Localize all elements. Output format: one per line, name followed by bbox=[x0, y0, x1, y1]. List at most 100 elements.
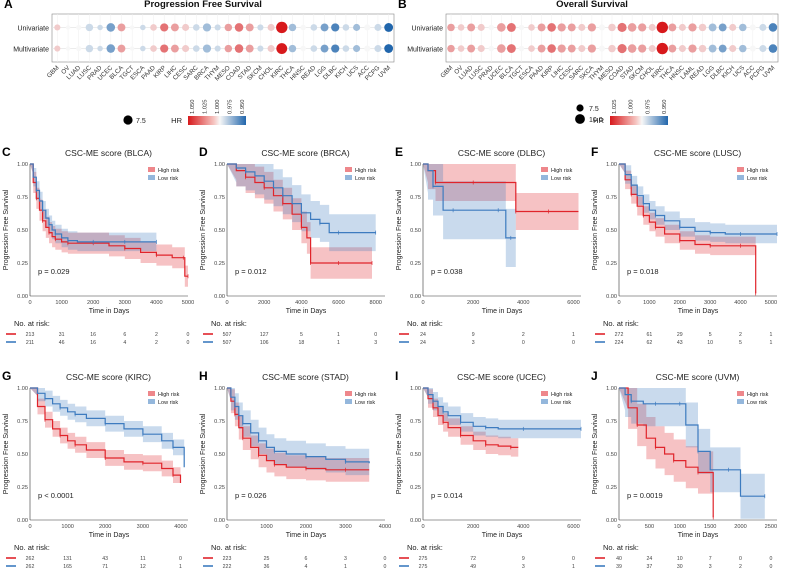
panel-H-risk-count: 25 bbox=[264, 556, 270, 562]
panel-C-title: CSC-ME score (BLCA) bbox=[65, 148, 152, 158]
panel-B-hr-legend-title: HR bbox=[593, 116, 604, 125]
panel-C-xtick: 2000 bbox=[87, 300, 99, 306]
panel-F: F CSC-ME score (LUSC) Progression Free Sur… bbox=[591, 145, 778, 346]
panel-G-risk-count: 165 bbox=[63, 564, 72, 570]
panel-I-legend-key bbox=[541, 399, 548, 404]
panel-I-ci-low bbox=[423, 388, 581, 439]
panel-D-ytick: 0.25 bbox=[214, 261, 225, 267]
panel-J-risk-count: 3 bbox=[709, 564, 712, 570]
panel-F-curve-low bbox=[619, 163, 777, 235]
panel-E-pvalue: p = 0.038 bbox=[431, 267, 463, 276]
panel-A-size-legend-dot bbox=[123, 115, 133, 125]
panel-C-legend-label: Low risk bbox=[158, 176, 178, 182]
panel-G-xtick: 1000 bbox=[61, 524, 73, 530]
panel-A-bubble-STAD-Univariate bbox=[245, 23, 254, 32]
panel-B-bubble-UCEC-Univariate bbox=[497, 23, 506, 32]
panel-J-risk-count: 39 bbox=[616, 564, 622, 570]
panel-E-legend-label: High risk bbox=[551, 168, 573, 174]
panel-D-xtick: 0 bbox=[225, 300, 228, 306]
panel-A-bubble-DLBC-Univariate bbox=[331, 23, 340, 32]
panel-A-row-label: Multivariate bbox=[13, 47, 49, 54]
panel-C-ytick: 0.00 bbox=[17, 294, 28, 300]
panel-J-risk-count: 30 bbox=[677, 564, 683, 570]
panel-A-bubble-TGCT-Multivariate bbox=[129, 46, 135, 51]
panel-A-bubble-CHOL-Univariate bbox=[267, 23, 275, 31]
panel-A-bubble-BLCA-Univariate bbox=[117, 23, 126, 32]
panel-A-bubble-PAAD-Multivariate bbox=[150, 45, 157, 52]
panel-B-bubble-PCPG-Multivariate bbox=[759, 45, 767, 53]
panel-G-xtick: 3000 bbox=[137, 524, 149, 530]
panel-A-bubble-UCS-Univariate bbox=[353, 23, 361, 31]
panel-J-risk-count: 7 bbox=[709, 556, 712, 562]
panel-H-xtick: 0 bbox=[225, 524, 228, 530]
panel-G-title: CSC-ME score (KIRC) bbox=[66, 372, 151, 382]
panel-J-xlabel: Time in Days bbox=[678, 532, 719, 539]
panel-G-risk-count: 11 bbox=[140, 556, 145, 562]
panel-B-bubble-LIHC-Multivariate bbox=[557, 44, 566, 53]
panel-E-ytick: 1.00 bbox=[410, 162, 421, 168]
panel-I-xlabel: Time in Days bbox=[482, 532, 523, 539]
panel-B-row-label: Univariate bbox=[411, 25, 443, 32]
panel-A-bubble-THYM-Univariate bbox=[214, 24, 221, 31]
panel-H-legend-label: High risk bbox=[355, 392, 377, 398]
panel-G-risk-count: 71 bbox=[102, 564, 108, 570]
panel-B-tag: B bbox=[398, 0, 407, 11]
panel-A-bubble-DLBC-Multivariate bbox=[331, 44, 340, 53]
panel-E-risk-count: 9 bbox=[472, 332, 475, 338]
panel-G-risk-count: 131 bbox=[63, 556, 72, 562]
panel-J-risk-count: 37 bbox=[647, 564, 653, 570]
panel-B-bubble-LUAD-Multivariate bbox=[467, 44, 476, 53]
panel-B-xtick-OV: OV bbox=[453, 64, 465, 76]
panel-I-risk-count: 49 bbox=[470, 564, 476, 570]
panel-E-legend-key bbox=[541, 175, 548, 180]
panel-B-bubble-LUAD-Univariate bbox=[467, 23, 476, 32]
panel-C-risk-count: 0 bbox=[187, 332, 190, 338]
panel-B-bubble-ACC-Univariate bbox=[749, 24, 756, 31]
panel-B-bubble-STAD-Multivariate bbox=[627, 44, 637, 53]
panel-F-xtick: 1000 bbox=[643, 300, 655, 306]
panel-B-bubble-READ-Univariate bbox=[698, 23, 707, 32]
panel-G-legend-label: High risk bbox=[158, 392, 180, 398]
panel-G-ytick: 0.75 bbox=[17, 419, 28, 425]
panel-C-xtick: 3000 bbox=[119, 300, 131, 306]
panel-D-risk-count: 507 bbox=[223, 340, 232, 346]
panel-F-xtick: 3000 bbox=[704, 300, 716, 306]
panel-B-size-legend-dot bbox=[576, 104, 584, 112]
panel-A-bubble-KICH-Univariate bbox=[342, 24, 350, 31]
panel-G-curve-high bbox=[30, 387, 182, 483]
panel-D-legend-key bbox=[345, 175, 352, 180]
panel-F-xtick: 0 bbox=[617, 300, 620, 306]
panel-D-risk-count: 3 bbox=[374, 340, 377, 346]
panel-G-xtick: 2000 bbox=[99, 524, 111, 530]
panel-H-risk-count: 4 bbox=[305, 564, 308, 570]
panel-A-xtick-GBM: GBM bbox=[46, 64, 61, 79]
panel-I-ytick: 1.00 bbox=[410, 386, 421, 392]
panel-F-curve-high bbox=[619, 163, 757, 294]
panel-A-bubble-ACC-Univariate bbox=[364, 24, 371, 31]
panel-B-bubble-OV-Univariate bbox=[457, 24, 465, 31]
panel-G-risk-title: No. at risk: bbox=[14, 543, 50, 552]
panel-B-bubble-SKCM-Multivariate bbox=[638, 44, 647, 53]
panel-F-risk-count: 1 bbox=[769, 332, 772, 338]
panel-A-hr-tick: 1.025 bbox=[203, 99, 209, 114]
panel-H-ytick: 0.75 bbox=[214, 419, 225, 425]
panel-H-xtick: 3000 bbox=[339, 524, 351, 530]
panel-C-risk-count: 16 bbox=[90, 332, 96, 338]
panel-A-bubble-SKCM-Multivariate bbox=[257, 45, 264, 52]
panel-C-legend-label: High risk bbox=[158, 168, 180, 174]
panel-F-ylabel: Progression Free Survival bbox=[592, 189, 599, 270]
panel-A-bubble-SKCM-Univariate bbox=[257, 24, 264, 31]
panel-B-hr-tick: 1.025 bbox=[612, 99, 618, 114]
panel-B-bubble-STAD-Univariate bbox=[627, 23, 637, 32]
panel-E-risk-count: 24 bbox=[420, 340, 426, 346]
panel-C-risk-count: 213 bbox=[26, 332, 35, 338]
panel-I-pvalue: p = 0.014 bbox=[431, 491, 463, 500]
panel-F-risk-count: 5 bbox=[739, 340, 742, 346]
panel-G: G CSC-ME score (KIRC) Progression Free Sur… bbox=[2, 369, 188, 570]
panel-B-bubble-LUSC-Multivariate bbox=[477, 45, 485, 53]
panel-B-bubble-OV-Multivariate bbox=[457, 45, 465, 52]
panel-A-bubble-LUSC-Univariate bbox=[85, 23, 94, 32]
panel-F-risk-count: 5 bbox=[709, 332, 712, 338]
panel-C-risk-count: 0 bbox=[187, 340, 190, 346]
